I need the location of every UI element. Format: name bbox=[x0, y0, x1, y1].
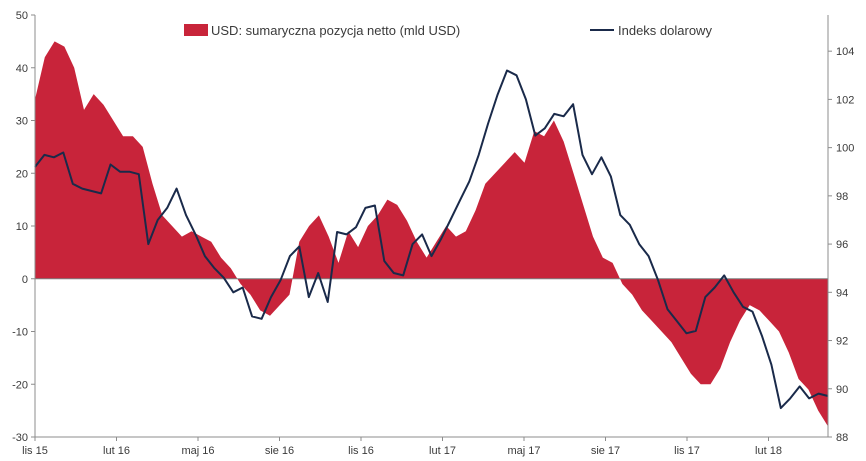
left-tick-label: -20 bbox=[12, 379, 28, 391]
right-tick-label: 104 bbox=[836, 46, 854, 58]
plot-area bbox=[34, 41, 829, 427]
left-axis: -30 -20 -10 0 10 20 30 40 50 bbox=[12, 10, 36, 444]
x-tick-label: lut 17 bbox=[429, 445, 456, 457]
right-axis: 88 90 92 94 96 98 100 102 104 bbox=[827, 15, 854, 444]
right-tick-label: 102 bbox=[836, 94, 854, 106]
right-tick-label: 98 bbox=[836, 191, 848, 203]
left-tick-label: 10 bbox=[16, 221, 28, 233]
right-tick-label: 88 bbox=[836, 432, 848, 444]
right-tick-label: 96 bbox=[836, 239, 848, 251]
x-tick-label: maj 17 bbox=[507, 445, 540, 457]
left-tick-label: 50 bbox=[16, 10, 28, 22]
left-tick-label: 30 bbox=[16, 116, 28, 128]
right-tick-label: 94 bbox=[836, 287, 848, 299]
left-tick-label: 20 bbox=[16, 168, 28, 180]
left-tick-label: -10 bbox=[12, 327, 28, 339]
x-tick-label: lut 16 bbox=[103, 445, 130, 457]
right-tick-label: 100 bbox=[836, 143, 854, 155]
x-tick-label: lis 17 bbox=[674, 445, 700, 457]
legend-area-label: USD: sumaryczna pozycja netto (mld USD) bbox=[211, 23, 460, 38]
line-series-dollar-index bbox=[34, 69, 829, 410]
x-tick-label: lis 16 bbox=[348, 445, 374, 457]
x-axis: lis 15 lut 16 maj 16 sie 16 lis 16 lut 17 maj … bbox=[22, 436, 828, 457]
legend-area-swatch bbox=[184, 24, 208, 36]
left-tick-label: 0 bbox=[22, 274, 28, 286]
legend-line-label: Indeks dolarowy bbox=[618, 23, 712, 38]
x-tick-label: sie 16 bbox=[265, 445, 294, 457]
right-tick-label: 92 bbox=[836, 336, 848, 348]
left-tick-label: -30 bbox=[12, 432, 28, 444]
legend: USD: sumaryczna pozycja netto (mld USD) … bbox=[184, 23, 712, 38]
x-tick-label: lut 18 bbox=[755, 445, 782, 457]
right-tick-label: 90 bbox=[836, 384, 848, 396]
x-tick-label: sie 17 bbox=[591, 445, 620, 457]
x-tick-label: maj 16 bbox=[181, 445, 214, 457]
left-tick-label: 40 bbox=[16, 63, 28, 75]
area-series-usd-net-position bbox=[35, 41, 828, 427]
x-tick-label: lis 15 bbox=[22, 445, 48, 457]
